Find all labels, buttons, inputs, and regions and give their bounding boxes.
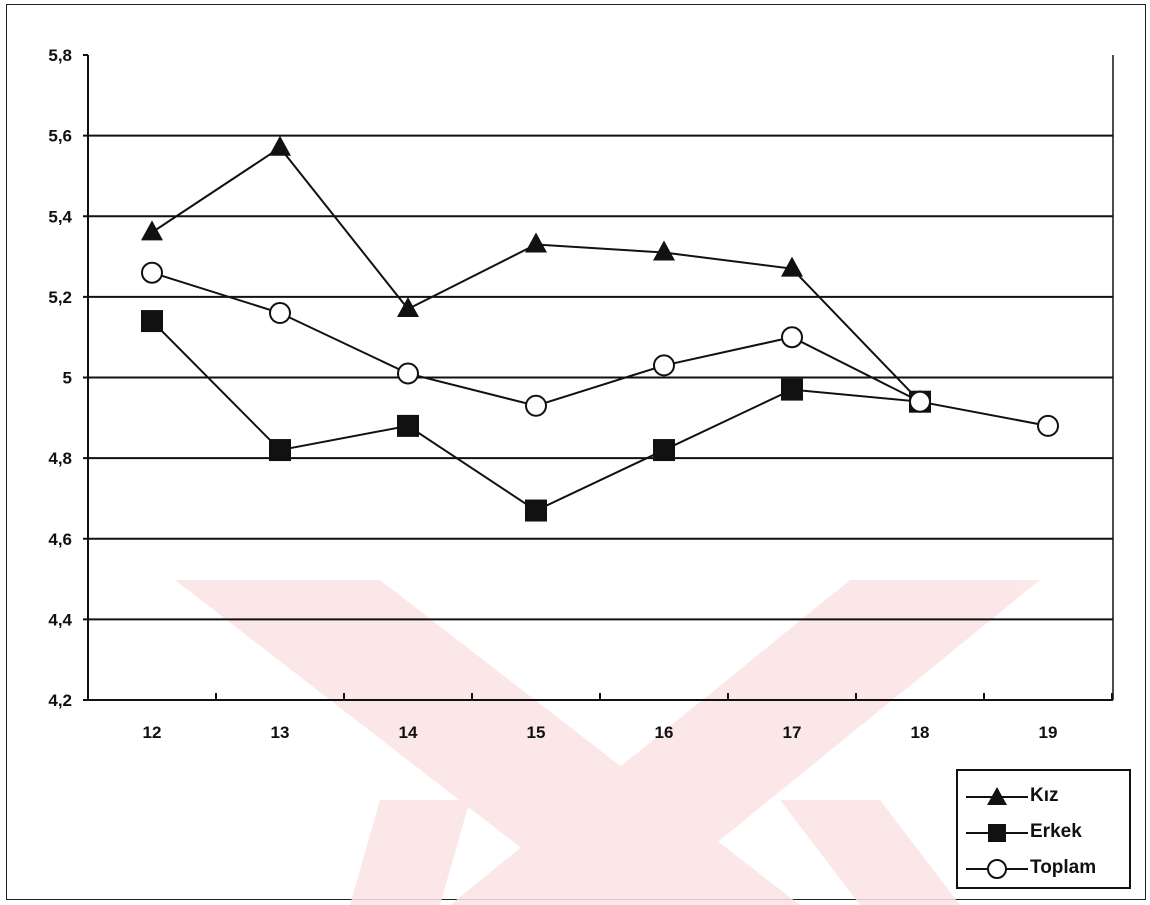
x-tick-label: 12 — [143, 723, 162, 742]
square-point — [781, 378, 803, 401]
circle-point — [525, 394, 547, 417]
y-tick-label: 5,2 — [48, 288, 72, 307]
triangle-marker-icon — [966, 787, 1028, 805]
legend-item-erkek: Erkek — [958, 815, 1129, 851]
square-point — [397, 414, 419, 437]
legend: Kız Erkek Toplam — [956, 769, 1131, 889]
square-point — [525, 499, 547, 522]
circle-marker-icon — [966, 859, 1028, 879]
y-tick-labels: 5,8 5,6 5,4 5,2 5 4,8 4,6 4,4 4,2 — [48, 46, 72, 710]
x-tick-label: 15 — [527, 723, 546, 742]
legend-item-kiz: Kız — [958, 779, 1129, 815]
y-tick-label: 5,8 — [48, 46, 72, 65]
square-point — [653, 439, 675, 462]
y-tick-label: 5,6 — [48, 127, 72, 146]
legend-label-toplam: Toplam — [1030, 857, 1097, 878]
x-tick-label: 17 — [783, 723, 802, 742]
triangle-point — [653, 240, 675, 261]
series-line-kız — [151, 146, 921, 403]
triangle-point — [269, 135, 291, 156]
series-lines — [141, 135, 1059, 522]
circle-point — [141, 261, 163, 284]
y-tick-label: 5 — [63, 369, 72, 388]
gridlines — [88, 134, 1113, 621]
x-tick-label: 18 — [911, 723, 930, 742]
square-marker-icon — [966, 824, 1028, 842]
circle-point — [1037, 414, 1059, 437]
y-tick-label: 4,4 — [48, 610, 72, 629]
circle-point — [269, 302, 291, 324]
x-tick-label: 19 — [1039, 723, 1058, 742]
circle-point — [781, 326, 803, 349]
x-tick-labels: 12 13 14 15 16 17 18 19 — [143, 723, 1058, 742]
y-tick-label: 4,8 — [48, 449, 72, 468]
legend-label-kiz: Kız — [1030, 785, 1059, 806]
series-line-toplam — [151, 271, 1049, 427]
triangle-point — [397, 296, 419, 317]
triangle-point — [525, 232, 547, 253]
x-tick-label: 14 — [399, 723, 418, 742]
x-tick-label: 13 — [271, 723, 290, 742]
legend-label-erkek: Erkek — [1030, 821, 1082, 842]
legend-item-toplam: Toplam — [958, 851, 1129, 887]
circle-point — [909, 390, 931, 413]
x-tick-label: 16 — [655, 723, 674, 742]
square-point — [269, 439, 291, 462]
y-tick-label: 4,6 — [48, 530, 72, 549]
y-tick-label: 5,4 — [48, 207, 72, 226]
triangle-point — [141, 220, 163, 241]
axes — [83, 54, 1114, 701]
triangle-point — [781, 256, 803, 277]
square-point — [141, 310, 163, 333]
circle-point — [653, 354, 675, 377]
y-tick-label: 4,2 — [48, 691, 72, 710]
circle-point — [397, 362, 419, 385]
